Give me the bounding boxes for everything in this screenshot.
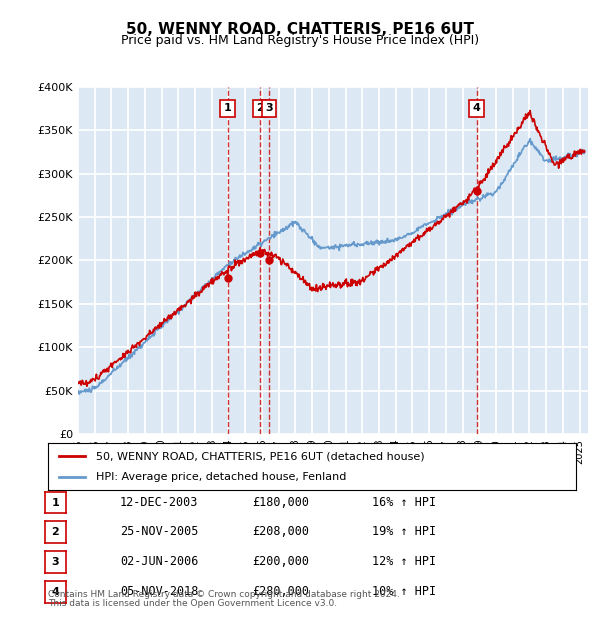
Text: Contains HM Land Registry data © Crown copyright and database right 2024.: Contains HM Land Registry data © Crown c…: [48, 590, 400, 599]
Text: 1: 1: [52, 497, 59, 508]
Text: 10% ↑ HPI: 10% ↑ HPI: [372, 585, 436, 598]
Text: 4: 4: [473, 104, 481, 113]
Text: 50, WENNY ROAD, CHATTERIS, PE16 6UT: 50, WENNY ROAD, CHATTERIS, PE16 6UT: [126, 22, 474, 37]
Text: 2: 2: [256, 104, 264, 113]
Text: 12% ↑ HPI: 12% ↑ HPI: [372, 556, 436, 568]
Text: 02-JUN-2006: 02-JUN-2006: [120, 556, 199, 568]
Text: 3: 3: [52, 557, 59, 567]
Text: 19% ↑ HPI: 19% ↑ HPI: [372, 526, 436, 538]
Text: This data is licensed under the Open Government Licence v3.0.: This data is licensed under the Open Gov…: [48, 600, 337, 608]
Text: HPI: Average price, detached house, Fenland: HPI: Average price, detached house, Fenl…: [95, 472, 346, 482]
Text: 3: 3: [265, 104, 273, 113]
Text: 25-NOV-2005: 25-NOV-2005: [120, 526, 199, 538]
Text: 50, WENNY ROAD, CHATTERIS, PE16 6UT (detached house): 50, WENNY ROAD, CHATTERIS, PE16 6UT (det…: [95, 451, 424, 461]
Text: £180,000: £180,000: [252, 496, 309, 508]
Text: 12-DEC-2003: 12-DEC-2003: [120, 496, 199, 508]
Text: Price paid vs. HM Land Registry's House Price Index (HPI): Price paid vs. HM Land Registry's House …: [121, 34, 479, 47]
Text: 4: 4: [52, 587, 59, 597]
Text: 05-NOV-2018: 05-NOV-2018: [120, 585, 199, 598]
Text: £200,000: £200,000: [252, 556, 309, 568]
Text: 1: 1: [224, 104, 232, 113]
Text: £208,000: £208,000: [252, 526, 309, 538]
Text: 16% ↑ HPI: 16% ↑ HPI: [372, 496, 436, 508]
Text: 2: 2: [52, 527, 59, 538]
Text: £280,000: £280,000: [252, 585, 309, 598]
